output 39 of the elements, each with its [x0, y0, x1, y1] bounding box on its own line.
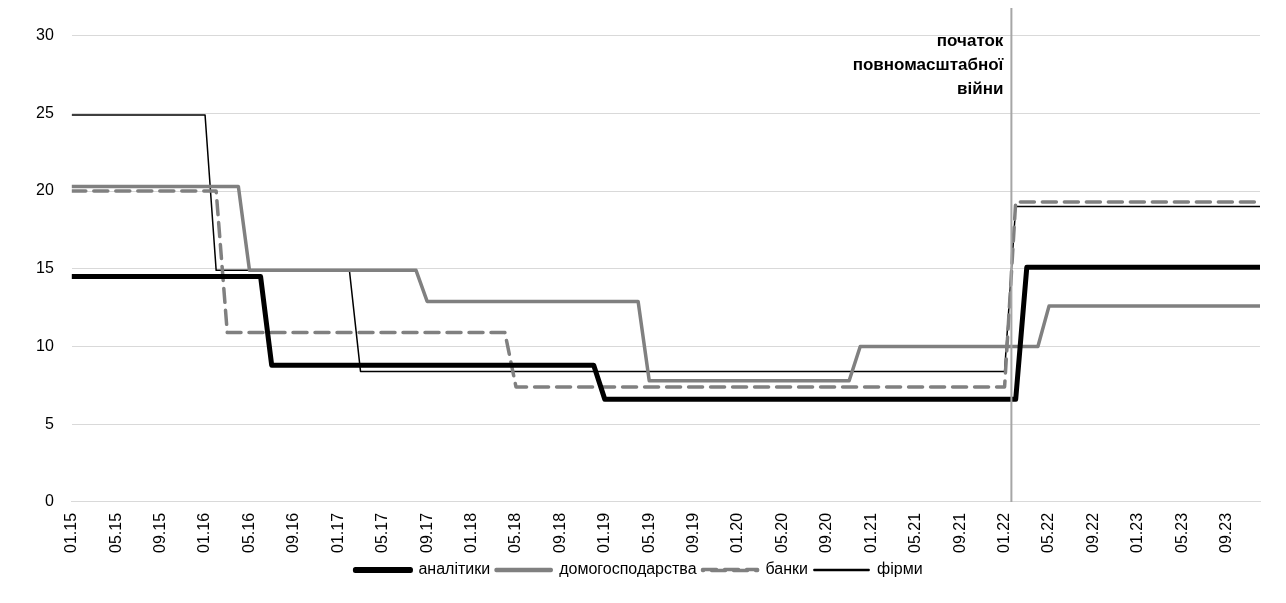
x-tick-label: 05.21	[906, 512, 924, 554]
x-tick-label: 05.15	[106, 512, 124, 554]
y-tick-label: 25	[36, 103, 54, 121]
y-tick-label: 5	[44, 414, 54, 432]
legend-label: домогосподарства	[559, 560, 697, 578]
x-tick-label: 05.22	[1039, 512, 1057, 554]
ref-line-label: початок повномасштабної війни	[852, 30, 1005, 98]
x-tick-label: 01.18	[461, 512, 479, 554]
x-tick-label: 09.17	[417, 512, 435, 554]
x-tick-label: 01.15	[62, 512, 80, 554]
y-tick-label: 15	[36, 259, 54, 277]
x-tick-label: 01.20	[728, 512, 746, 554]
x-tick-label: 05.19	[639, 512, 657, 554]
legend-label: аналітики	[418, 560, 491, 578]
x-tick-label: 09.20	[817, 512, 835, 554]
x-tick-label: 09.19	[684, 512, 702, 554]
x-tick-label: 05.18	[506, 512, 524, 554]
legend-label: банки	[765, 560, 809, 578]
x-tick-label: 09.18	[550, 512, 568, 554]
x-tick-label: 09.23	[1217, 512, 1235, 554]
x-tick-label: 09.22	[1083, 512, 1101, 554]
x-tick-label: 01.17	[328, 512, 346, 554]
legend-label: фірми	[877, 560, 923, 578]
x-tick-label: 05.17	[373, 512, 391, 554]
y-tick-label: 30	[36, 26, 54, 44]
x-tick-label: 05.16	[239, 512, 257, 554]
x-tick-label: 01.21	[861, 512, 879, 554]
x-tick-label: 09.16	[284, 512, 302, 554]
x-tick-label: 09.21	[950, 512, 968, 554]
x-tick-label: 09.15	[151, 512, 169, 554]
x-tick-label: 01.19	[595, 512, 613, 554]
x-tick-label: 01.16	[195, 512, 213, 554]
y-tick-label: 0	[44, 492, 54, 510]
x-tick-label: 01.22	[995, 512, 1012, 554]
y-tick-label: 20	[36, 181, 54, 199]
x-tick-label: 05.20	[772, 512, 790, 554]
x-tick-label: 01.23	[1128, 512, 1146, 554]
x-tick-label: 05.23	[1172, 512, 1190, 554]
y-tick-label: 10	[36, 336, 54, 354]
